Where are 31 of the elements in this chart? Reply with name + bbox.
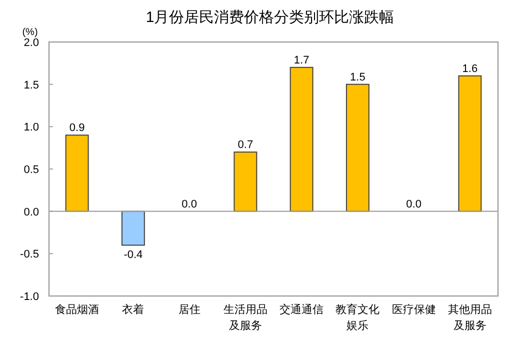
bar bbox=[458, 75, 482, 212]
y-tick-label: 2.0 bbox=[24, 37, 39, 49]
data-label: 0.0 bbox=[406, 198, 422, 210]
y-tick-label: -0.5 bbox=[20, 248, 39, 261]
data-label: -0.4 bbox=[124, 249, 143, 262]
data-label: 0.0 bbox=[182, 198, 197, 210]
bar bbox=[121, 210, 145, 246]
x-tick-label: 医疗保健 bbox=[392, 303, 436, 316]
data-label: 1.6 bbox=[462, 62, 478, 75]
data-label: 1.5 bbox=[350, 71, 366, 84]
bar bbox=[234, 152, 258, 212]
data-label: 0.9 bbox=[69, 122, 85, 134]
y-axis-title: (%) bbox=[22, 27, 38, 38]
bar bbox=[290, 66, 314, 212]
x-tick-label: 其他用品及服务 bbox=[448, 303, 492, 332]
y-tick-label: 1.5 bbox=[24, 79, 39, 92]
x-tick-label: 食品烟酒 bbox=[55, 303, 100, 316]
chart-title: 1月份居民消费价格分类别环比涨跌幅 bbox=[146, 9, 394, 26]
data-label: 1.7 bbox=[294, 54, 310, 66]
y-tick-label: 1.0 bbox=[24, 122, 39, 134]
x-tick-label: 居住 bbox=[178, 304, 200, 316]
y-tick-label: 0.5 bbox=[24, 164, 39, 176]
y-tick-label: 0.0 bbox=[24, 206, 39, 218]
bar bbox=[346, 84, 370, 212]
x-tick-label: 衣着 bbox=[122, 303, 144, 316]
x-tick-label: 交通通信 bbox=[280, 303, 324, 316]
x-tick-label: 教育文化娱乐 bbox=[336, 303, 380, 332]
x-tick-label: 生活用品及服务 bbox=[223, 303, 268, 332]
bar bbox=[65, 134, 89, 212]
y-tick-label: -1.0 bbox=[20, 291, 39, 303]
data-label: 0.7 bbox=[238, 139, 254, 152]
